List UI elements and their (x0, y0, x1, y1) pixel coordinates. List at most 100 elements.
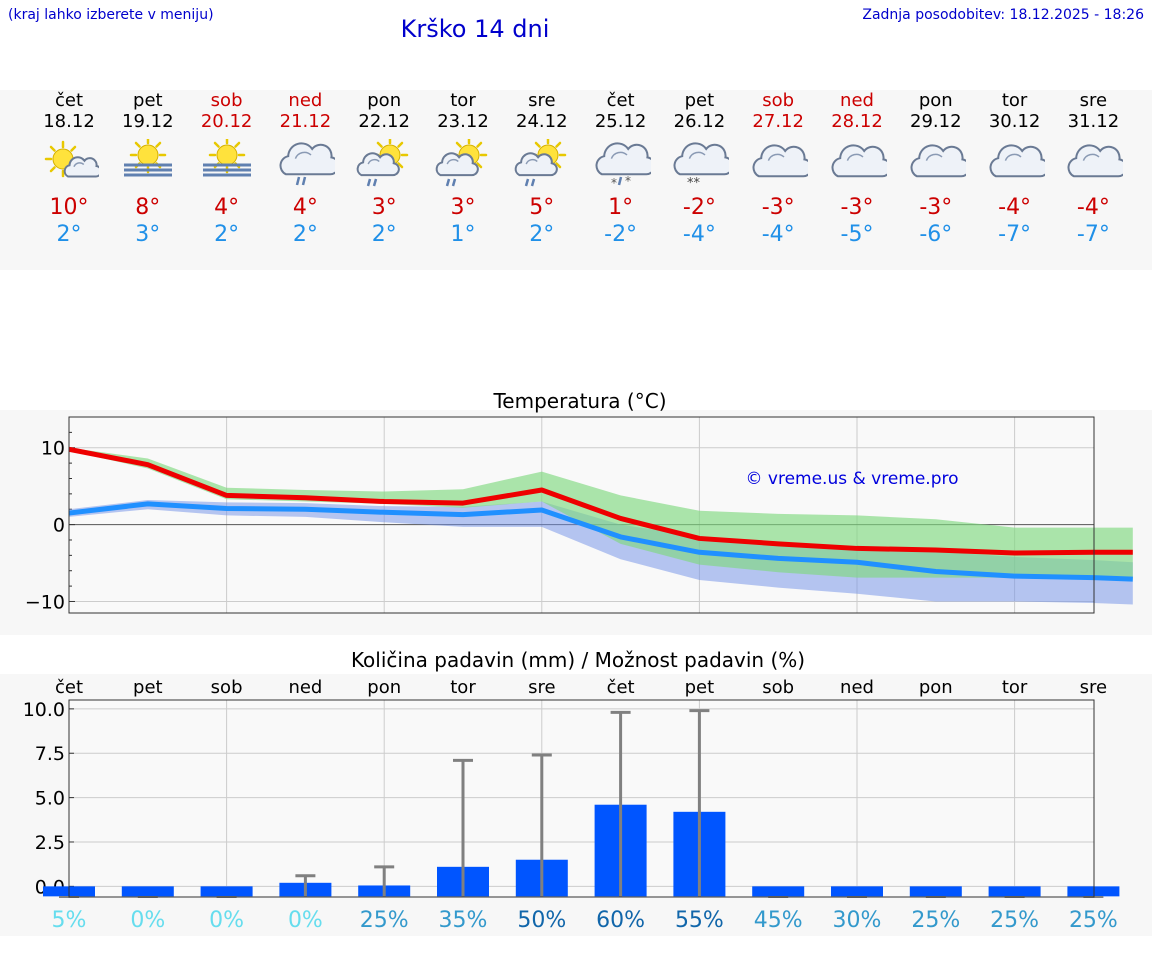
min-temperature: 2° (371, 222, 397, 247)
max-temperature: 8° (135, 195, 161, 220)
day-column: sre 24.12 5° 2° (502, 90, 582, 248)
max-temperature: 4° (214, 195, 240, 220)
cloud-icon (752, 144, 809, 178)
watermark: © vreme.us & vreme.pro (745, 469, 958, 489)
day-column: tor 30.12 -4° -7° (975, 90, 1055, 248)
day-date: 27.12 (752, 111, 804, 132)
day-date: 24.12 (516, 111, 568, 132)
precipitation-probability: 0% (130, 908, 165, 933)
day-date: 20.12 (200, 111, 253, 132)
x-tick-label: pon (919, 677, 953, 698)
day-column: čet 25.12 * * 1° -2° (581, 90, 661, 248)
min-temperature: 3° (135, 222, 161, 247)
cloud-sleet-icon: * * (595, 142, 651, 189)
precipitation-probability: 25% (360, 908, 409, 933)
x-tick-label: tor (1002, 677, 1028, 698)
day-date: 28.12 (831, 111, 883, 132)
min-temperature: -2° (604, 222, 638, 247)
day-name: pet (684, 90, 715, 111)
day-column: pon 22.12 3° 2° (344, 90, 424, 248)
day-date: 25.12 (594, 111, 647, 132)
x-tick-label: ned (840, 677, 874, 698)
day-date: 30.12 (988, 111, 1041, 132)
x-tick-label: pet (685, 677, 715, 698)
min-temperature: -7° (998, 222, 1032, 247)
svg-text:*: * (625, 174, 631, 188)
max-temperature: 10° (49, 195, 89, 220)
y-tick-label: 10.0 (23, 699, 65, 721)
day-date: 18.12 (43, 111, 95, 132)
day-date: 21.12 (279, 111, 332, 132)
min-temperature: -4° (761, 222, 795, 247)
day-column: ned 21.12 4° 2° (265, 90, 345, 248)
day-name: tor (1001, 90, 1028, 111)
x-tick-label: čet (55, 677, 83, 698)
x-tick-label: sre (528, 677, 555, 698)
day-date: 22.12 (358, 111, 410, 132)
min-temperature-band (69, 500, 1133, 605)
max-temperature: -3° (840, 195, 874, 220)
precipitation-probability: 45% (754, 908, 803, 933)
precipitation-probability: 25% (990, 908, 1039, 933)
precipitation-probability: 30% (833, 908, 882, 933)
precipitation-bar (988, 886, 1041, 897)
precipitation-bar (909, 886, 962, 897)
max-temperature: 1° (608, 195, 634, 220)
svg-text:**: ** (687, 176, 701, 189)
cloud-rain-icon (279, 142, 336, 186)
forecast-strip: čet 18.12 10° 2° pet 19.12 8° 3° sob 20.12 4° 2° ned… (0, 90, 1152, 270)
sun-cloud-icon (44, 140, 99, 178)
day-name: pet (133, 90, 163, 111)
day-name: sre (1079, 90, 1108, 111)
precipitation-bar (121, 886, 174, 897)
day-name: pon (367, 90, 402, 111)
precipitation-bar (752, 886, 805, 897)
y-tick-label: 7.5 (35, 743, 65, 765)
max-temperature: -3° (919, 195, 953, 220)
precipitation-bar (1067, 886, 1120, 897)
precipitation-probability: 55% (675, 908, 724, 933)
sun-fog-icon (123, 139, 172, 177)
last-update: Zadnja posodobitev: 18.12.2025 - 18:26 (862, 7, 1144, 23)
chart-title: Količina padavin (mm) / Možnost padavin … (351, 648, 805, 672)
plot-frame (68, 699, 1095, 898)
precipitation-probability: 25% (911, 908, 960, 933)
day-name: ned (840, 90, 874, 111)
day-column: tor 23.12 3° 1° (423, 90, 503, 248)
day-name: pon (918, 90, 953, 111)
day-column: sob 20.12 4° 2° (187, 90, 267, 248)
precipitation-probability: 0% (288, 908, 323, 933)
day-date: 23.12 (437, 111, 489, 132)
plot-area (69, 700, 1094, 897)
x-tick-label: čet (607, 677, 635, 698)
sun-cloud-rain-icon (356, 139, 409, 187)
precipitation-bar (831, 886, 883, 897)
day-name: čet (54, 90, 84, 111)
day-column: sob 27.12 -3° -4° (738, 90, 818, 248)
precipitation-chart: Količina padavin (mm) / Možnost padavin … (0, 648, 1152, 936)
x-tick-label: sre (1080, 677, 1107, 698)
x-tick-label: pon (367, 677, 401, 698)
y-tick-label: 2.5 (35, 832, 65, 854)
max-temperature: -4° (1076, 195, 1110, 220)
precipitation-probability: 35% (439, 908, 488, 933)
precipitation-probability: 5% (52, 908, 87, 933)
day-name: ned (288, 90, 323, 111)
day-column: ned 28.12 -3° -5° (817, 90, 897, 248)
cloud-icon (989, 144, 1045, 178)
max-temperature: 3° (450, 195, 476, 220)
x-tick-label: ned (288, 677, 322, 698)
cloud-icon (831, 144, 887, 178)
min-temperature: 2° (292, 222, 318, 247)
min-temperature: -4° (682, 222, 716, 247)
day-column: čet 18.12 10° 2° (29, 90, 109, 248)
max-temperature: -4° (998, 195, 1032, 220)
min-temperature: -7° (1076, 222, 1110, 247)
temperature-chart: Temperatura (°C) 10 0 −10 © vreme.us & vreme… (0, 389, 1152, 635)
cloud-snow-icon: ** (673, 142, 730, 189)
sun-fog-icon (202, 139, 251, 177)
min-temperature: 2° (214, 222, 240, 247)
y-tick-label: 10 (41, 438, 65, 460)
location-hint: (kraj lahko izberete v meniju) (8, 7, 214, 23)
min-temperature: -5° (840, 222, 874, 247)
